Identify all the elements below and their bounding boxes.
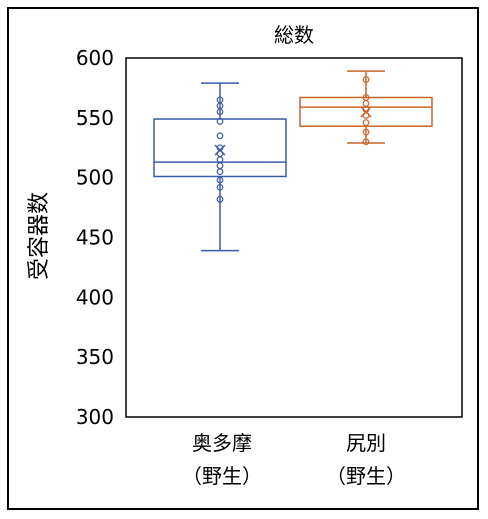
x-category-label: 尻別	[346, 431, 386, 455]
box-iqr	[153, 118, 287, 178]
mean-marker	[214, 144, 226, 156]
data-point	[362, 128, 370, 136]
y-axis-ticks: 300 350 400 450 500 550 600	[76, 46, 114, 429]
data-point	[216, 162, 224, 170]
data-point	[216, 195, 224, 203]
data-point	[216, 132, 224, 140]
box-iqr	[299, 96, 433, 127]
data-point	[362, 76, 370, 83]
y-tick-label: 500	[76, 166, 114, 190]
x-category-sublabel: （野生）	[182, 464, 262, 488]
box-series	[153, 70, 433, 252]
chart-frame	[7, 7, 479, 510]
x-category-label: 奥多摩	[192, 431, 252, 455]
data-point	[216, 168, 224, 176]
y-tick-label: 600	[76, 46, 114, 70]
data-point	[362, 100, 370, 107]
data-point	[362, 119, 370, 127]
data-point	[362, 138, 370, 146]
data-point	[216, 118, 224, 125]
data-point	[216, 183, 224, 191]
y-tick-label: 450	[76, 226, 114, 250]
data-point	[216, 176, 224, 184]
data-point	[216, 108, 224, 116]
mean-marker	[360, 106, 372, 118]
x-axis-labels: 奥多摩 （野生） 尻別 （野生）	[182, 431, 406, 488]
y-tick-label: 350	[76, 345, 114, 369]
box-group	[153, 82, 287, 252]
y-tick-label: 550	[76, 106, 114, 130]
plot-area	[125, 57, 463, 418]
y-axis-label: 受容器数	[27, 192, 52, 280]
chart-title: 総数	[274, 23, 314, 47]
y-tick-label: 300	[76, 405, 114, 429]
y-tick-label: 400	[76, 285, 114, 309]
box-group	[299, 70, 433, 146]
x-category-sublabel: （野生）	[326, 464, 406, 488]
